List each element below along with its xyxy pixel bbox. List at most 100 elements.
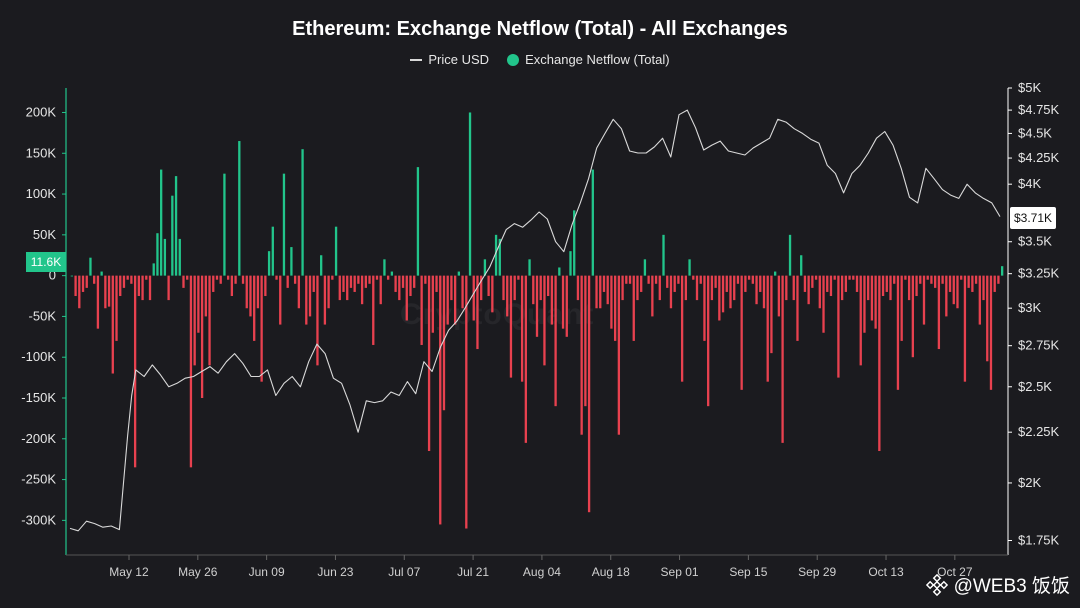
netflow-bar-inflow (569, 251, 572, 276)
right-tick-label: $4.75K (1018, 102, 1060, 117)
netflow-bar-outflow (357, 275, 360, 284)
netflow-bar-outflow (565, 275, 568, 337)
netflow-bar-outflow (617, 275, 621, 435)
netflow-bar-outflow (85, 275, 88, 288)
left-tick-label: 150K (26, 145, 57, 160)
right-tick-label: $3.5K (1018, 234, 1052, 249)
netflow-bar-outflow (580, 275, 583, 435)
right-tick-label: $2.75K (1018, 338, 1060, 353)
credit-label: @WEB3 饭饭 (953, 576, 1070, 597)
netflow-bar-outflow (874, 275, 877, 329)
legend-item-netflow[interactable]: Exchange Netflow (Total) (507, 52, 670, 67)
netflow-bar-outflow (922, 275, 926, 325)
credit: @WEB3 饭饭 (925, 571, 1070, 598)
legend-item-price[interactable]: Price USD (410, 52, 489, 67)
netflow-bar-outflow (654, 275, 658, 284)
netflow-bar-outflow (107, 275, 111, 307)
netflow-bar-outflow (431, 275, 434, 333)
netflow-bar-outflow (346, 275, 349, 301)
netflow-bar-outflow (405, 275, 408, 321)
left-tick-label: -100K (21, 349, 56, 364)
netflow-bar-outflow (561, 275, 565, 329)
netflow-bar-outflow (182, 275, 185, 288)
netflow-bar-outflow (896, 275, 900, 390)
x-tick-label: Aug 18 (592, 565, 630, 579)
netflow-bar-outflow (606, 275, 609, 305)
netflow-bar-outflow (312, 275, 315, 292)
netflow-bar-outflow (986, 275, 989, 362)
netflow-bar-outflow (364, 275, 367, 288)
netflow-bar-outflow (859, 275, 862, 366)
netflow-bar-outflow (904, 275, 907, 280)
netflow-bar-outflow (547, 275, 550, 297)
netflow-bar-outflow (349, 275, 353, 288)
netflow-bar-inflow (156, 233, 159, 276)
netflow-bar-outflow (695, 275, 699, 301)
netflow-bar-outflow (989, 275, 993, 390)
netflow-bar-outflow (974, 275, 978, 284)
right-tick-label: $2.5K (1018, 379, 1052, 394)
netflow-bar-outflow (602, 275, 606, 292)
netflow-bar-inflow (528, 259, 531, 276)
netflow-bar-inflow (383, 259, 386, 276)
netflow-bar-outflow (427, 275, 431, 452)
netflow-bar-inflow (662, 234, 665, 276)
netflow-bar-outflow (189, 275, 193, 468)
netflow-bar-outflow (316, 275, 319, 366)
netflow-bar-outflow (707, 275, 710, 407)
netflow-bar-inflow (267, 251, 271, 276)
netflow-bar-outflow (840, 275, 844, 301)
netflow-bar-outflow (186, 275, 189, 280)
netflow-bar-inflow (320, 255, 323, 276)
right-tick-label: $5K (1018, 80, 1041, 95)
netflow-bar-outflow (338, 275, 341, 301)
netflow-bar-outflow (628, 275, 632, 284)
netflow-bar-outflow (814, 275, 818, 280)
netflow-bar-outflow (714, 275, 717, 288)
netflow-bar-outflow (353, 275, 356, 292)
netflow-bar-outflow (889, 275, 892, 301)
netflow-bar-outflow (215, 275, 219, 280)
netflow-bar-outflow (96, 275, 100, 329)
netflow-bar-outflow (893, 275, 896, 284)
netflow-bar-outflow (870, 275, 874, 321)
netflow-bar-outflow (226, 275, 230, 280)
netflow-bar-outflow (331, 275, 334, 280)
netflow-bar-outflow (465, 275, 468, 529)
left-tick-label: -50K (29, 308, 57, 323)
netflow-bar-outflow (517, 275, 520, 280)
netflow-bar-outflow (208, 275, 211, 366)
netflow-bar-outflow (885, 275, 888, 292)
netflow-bar-outflow (621, 275, 624, 301)
netflow-bar-inflow (100, 271, 103, 276)
netflow-current-badge: 11.6K (26, 252, 66, 272)
netflow-bar-outflow (524, 275, 527, 443)
netflow-bar-outflow (167, 275, 170, 301)
netflow-bar-outflow (867, 275, 870, 301)
netflow-bar-outflow (796, 275, 799, 341)
netflow-bar-outflow (379, 275, 382, 305)
netflow-bar-outflow (718, 275, 721, 321)
netflow-bar-outflow (401, 275, 405, 288)
netflow-bar-outflow (241, 275, 245, 284)
netflow-bar-outflow (613, 275, 617, 341)
netflow-bar-outflow (230, 275, 234, 297)
netflow-bar-outflow (703, 275, 706, 341)
netflow-bar-outflow (911, 275, 914, 358)
netflow-bar-inflow (573, 210, 576, 276)
netflow-bar-outflow (595, 275, 598, 309)
netflow-bar-inflow (238, 141, 241, 276)
netflow-bar-outflow (587, 275, 591, 513)
netflow-bar-outflow (305, 275, 308, 325)
netflow-bar-outflow (647, 275, 650, 284)
netflow-bar-outflow (941, 275, 944, 284)
netflow-bar-outflow (420, 275, 423, 345)
netflow-bar-outflow (509, 275, 513, 378)
netflow-bar-outflow (212, 275, 215, 292)
netflow-bar-outflow (625, 275, 628, 284)
netflow-bar-inflow (1000, 266, 1004, 276)
legend-line-icon (410, 58, 423, 61)
legend-dot-icon (507, 53, 520, 66)
netflow-bar-outflow (733, 275, 736, 301)
